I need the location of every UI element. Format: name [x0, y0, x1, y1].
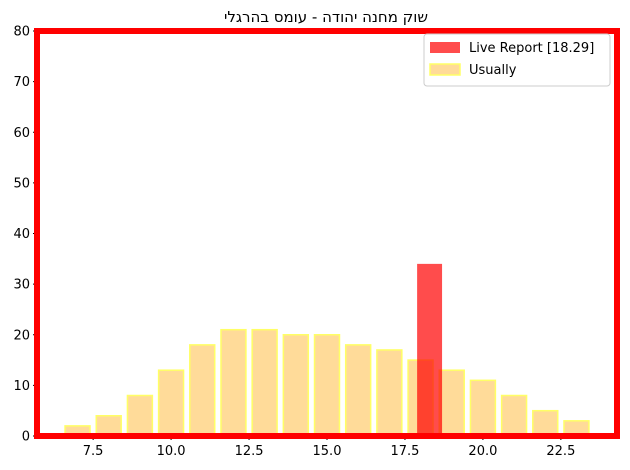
legend-label-usually: Usually — [469, 63, 517, 78]
usually-bar — [500, 394, 528, 437]
usually-bar — [220, 328, 247, 437]
usually-bar — [376, 349, 403, 437]
usually-bar — [469, 379, 497, 437]
usually-bar — [95, 415, 122, 437]
usually-bar — [251, 328, 278, 437]
usually-bar — [438, 369, 465, 437]
legend-swatch-live-report — [430, 42, 460, 53]
y-tick-label: 20 — [13, 328, 30, 343]
y-tick-label: 80 — [13, 25, 30, 40]
x-tick-label: 12.5 — [235, 444, 264, 459]
usually-bar — [344, 344, 372, 437]
legend-label-live-report: Live Report [18.29] — [469, 41, 594, 56]
x-tick-label: 20.0 — [468, 444, 497, 459]
y-tick-label: 60 — [13, 126, 30, 141]
x-axis: 7.5 10.0 12.5 15.0 17.5 20.0 22.5 — [83, 436, 575, 459]
x-tick-label: 7.5 — [83, 444, 104, 459]
live-report-bars — [417, 263, 443, 436]
y-tick-label: 0 — [22, 430, 30, 445]
y-tick-label: 70 — [13, 75, 30, 90]
usually-bar — [157, 369, 185, 437]
y-tick-label: 30 — [13, 278, 30, 293]
x-tick-label: 17.5 — [390, 444, 419, 459]
y-tick-label: 40 — [13, 227, 30, 242]
legend: Live Report [18.29] Usually — [423, 33, 611, 87]
live-report-bar — [417, 263, 443, 436]
chart-title: שוק מחנה יהודה - עומס בהרגלי — [224, 8, 428, 26]
usually-bar — [126, 394, 154, 437]
legend-swatch-usually — [429, 63, 461, 76]
x-tick-label: 15.0 — [313, 444, 342, 459]
usually-bar — [189, 344, 216, 437]
legend-box — [423, 33, 611, 87]
usually-bar — [282, 334, 310, 437]
x-tick-label: 10.0 — [157, 444, 186, 459]
usually-bar — [532, 409, 559, 437]
usually-bars — [64, 328, 590, 437]
y-axis: 0 10 20 30 40 50 60 70 80 — [13, 25, 37, 445]
y-tick-label: 50 — [13, 176, 30, 191]
y-tick-label: 10 — [13, 379, 30, 394]
plot-frame — [34, 28, 620, 439]
usually-bar — [313, 334, 341, 437]
x-tick-label: 22.5 — [546, 444, 575, 459]
